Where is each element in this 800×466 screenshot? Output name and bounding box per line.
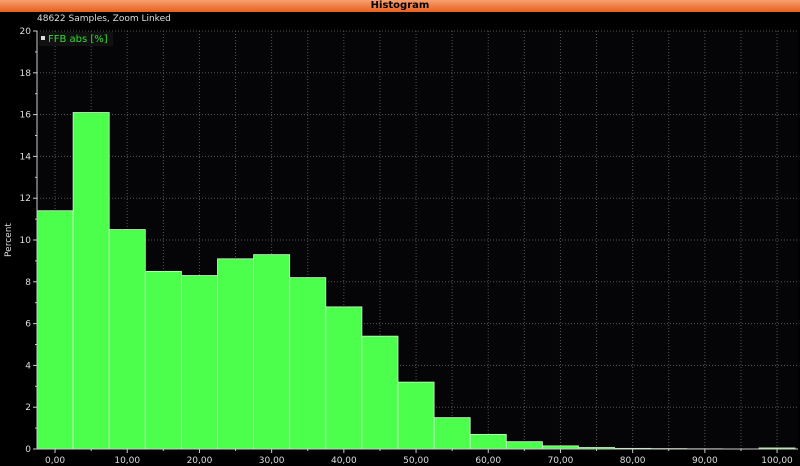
x-tick-label: 50,00	[403, 456, 429, 466]
histogram-bar	[397, 381, 435, 450]
x-tick-label: 0,00	[45, 456, 65, 466]
histogram-bar	[469, 433, 507, 450]
y-tick-label: 20	[20, 27, 32, 37]
histogram-bar	[433, 417, 471, 450]
y-tick-label: 16	[20, 111, 32, 121]
y-tick-label: 6	[25, 320, 31, 330]
histogram-bar	[72, 112, 110, 450]
y-tick-label: 8	[25, 278, 31, 288]
x-tick-label: 20,00	[187, 456, 213, 466]
legend-marker	[41, 36, 45, 40]
histogram-bar	[325, 306, 363, 450]
x-tick-label: 90,00	[692, 456, 718, 466]
y-tick-label: 2	[25, 403, 31, 413]
histogram-bar	[289, 277, 327, 450]
y-tick-label: 0	[25, 445, 31, 455]
x-tick-label: 30,00	[259, 456, 285, 466]
x-tick-label: 60,00	[475, 456, 501, 466]
y-tick-label: 18	[20, 69, 32, 79]
histogram-bar	[108, 229, 146, 450]
sample-info: 48622 Samples, Zoom Linked	[37, 14, 171, 24]
histogram-bar	[361, 335, 399, 450]
histogram-bar	[253, 254, 291, 450]
histogram-bar	[181, 275, 218, 450]
x-tick-label: 80,00	[620, 456, 646, 466]
y-axis-label: Percent	[4, 223, 14, 257]
x-tick-label: 10,00	[114, 456, 140, 466]
histogram-bar	[217, 258, 255, 450]
y-tick-label: 10	[20, 236, 32, 246]
y-tick-label: 14	[20, 152, 32, 162]
x-tick-label: 100,00	[761, 456, 793, 466]
histogram-bar	[144, 270, 182, 450]
legend-entry: FFB abs [%]	[48, 34, 108, 45]
window-title: Histogram	[0, 0, 800, 12]
x-tick-label: 40,00	[331, 456, 357, 466]
y-tick-label: 4	[25, 361, 31, 371]
histogram-bar	[36, 210, 74, 450]
histogram-bar	[505, 441, 543, 450]
legend-box	[39, 32, 113, 46]
x-tick-label: 70,00	[548, 456, 574, 466]
y-tick-label: 12	[20, 194, 31, 204]
